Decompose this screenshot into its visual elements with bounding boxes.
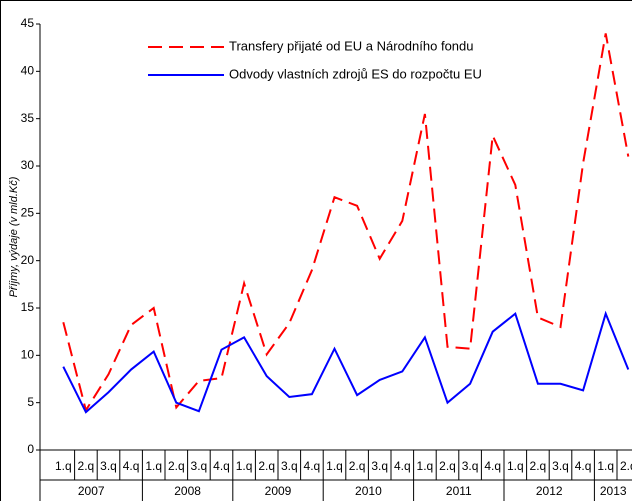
x-group-label: 2009 <box>265 484 292 498</box>
y-tick-label: 15 <box>21 300 35 314</box>
x-tick-label: 2.q <box>530 459 547 473</box>
x-tick-label: 4.q <box>123 459 140 473</box>
x-group-label: 2008 <box>174 484 201 498</box>
y-tick-label: 5 <box>27 395 34 409</box>
x-group-label: 2011 <box>446 484 472 498</box>
legend-label: Odvody vlastních zdrojů ES do rozpočtu E… <box>229 66 482 81</box>
x-tick-label: 1.q <box>236 459 253 473</box>
x-group-label: 2013 <box>600 484 627 498</box>
x-tick-label: 4.q <box>213 459 230 473</box>
x-tick-label: 2.q <box>620 459 632 473</box>
x-tick-label: 3.q <box>281 459 298 473</box>
x-tick-label: 4.q <box>304 459 321 473</box>
x-tick-label: 1.q <box>326 459 343 473</box>
x-tick-label: 1.q <box>55 459 72 473</box>
x-tick-label: 4.q <box>484 459 501 473</box>
y-axis-label: Příjmy, výdaje (v mld.Kč) <box>8 176 20 297</box>
y-tick-label: 35 <box>21 111 35 125</box>
x-tick-label: 1.q <box>507 459 524 473</box>
x-tick-label: 4.q <box>394 459 411 473</box>
x-tick-label: 2.q <box>258 459 275 473</box>
x-tick-label: 3.q <box>462 459 479 473</box>
y-tick-label: 45 <box>21 16 35 30</box>
y-tick-label: 40 <box>21 64 35 78</box>
y-tick-label: 20 <box>21 253 35 267</box>
x-tick-label: 2.q <box>168 459 185 473</box>
x-tick-label: 3.q <box>371 459 388 473</box>
legend-label: Transfery přijaté od EU a Národního fond… <box>229 38 474 53</box>
series-line <box>62 33 630 413</box>
x-tick-label: 3.q <box>191 459 208 473</box>
x-tick-label: 1.q <box>597 459 614 473</box>
x-tick-label: 2.q <box>439 459 456 473</box>
x-group-label: 2010 <box>355 484 382 498</box>
series-line <box>62 310 630 414</box>
x-tick-label: 3.q <box>552 459 569 473</box>
x-tick-label: 2.q <box>78 459 95 473</box>
x-group-label: 2007 <box>78 484 105 498</box>
x-group-label: 2012 <box>536 484 563 498</box>
x-tick-label: 1.q <box>145 459 162 473</box>
x-tick-label: 2.q <box>349 459 366 473</box>
y-tick-label: 10 <box>21 348 35 362</box>
x-tick-label: 1.q <box>417 459 434 473</box>
y-tick-label: 25 <box>21 206 35 220</box>
x-tick-label: 3.q <box>100 459 117 473</box>
y-tick-label: 0 <box>27 442 34 456</box>
x-tick-label: 4.q <box>575 459 592 473</box>
y-tick-label: 30 <box>21 158 35 172</box>
